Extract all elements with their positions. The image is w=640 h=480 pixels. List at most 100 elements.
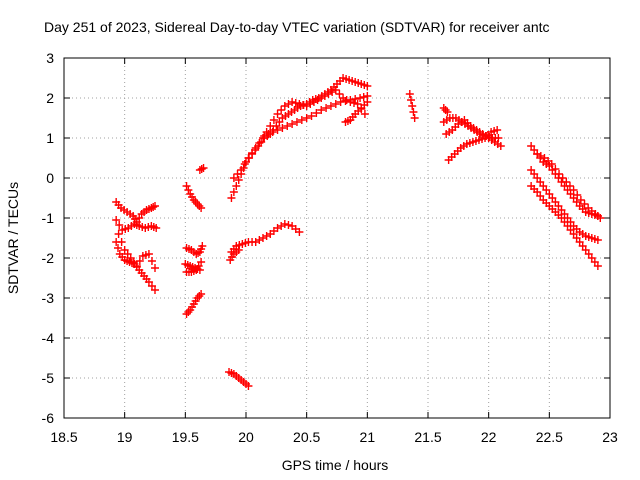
data-point [234,176,243,184]
data-point [295,228,304,236]
data-point [283,122,292,130]
y-tick-label: -3 [42,290,55,306]
data-point [284,221,293,229]
data-point [356,94,365,102]
data-point [273,110,282,118]
chart-title: Day 251 of 2023, Sidereal Day-to-day VTE… [44,19,550,35]
x-tick-label: 19.5 [172,429,199,445]
data-point [284,100,293,108]
data-point [233,170,242,178]
series-t20 [442,116,505,150]
data-point [195,202,204,210]
data-point [251,144,260,152]
series-t16 [260,92,372,140]
series-t22 [439,104,452,116]
data-point [113,244,122,252]
data-point [573,191,582,199]
data-point [335,90,344,98]
data-point [277,106,286,114]
data-point [251,238,260,246]
data-point [312,109,321,117]
y-tick-label: 0 [46,170,54,186]
data-point [277,222,286,230]
data-point [240,160,249,168]
x-tick-label: 22 [481,429,497,445]
data-point [229,188,238,196]
data-point [297,116,306,124]
data-point [307,112,316,120]
data-point [262,232,271,240]
data-point [313,96,322,104]
data-point [195,166,204,174]
data-point [292,118,301,126]
data-point [229,174,238,182]
data-point [565,182,574,190]
series-t26 [533,150,605,222]
data-point [360,110,369,118]
data-point [135,257,144,265]
data-point [351,95,360,103]
series-t21 [444,126,502,164]
y-tick-label: -6 [42,410,55,426]
series-t17 [341,98,372,126]
data-point [359,93,368,101]
data-point [114,230,123,238]
x-tick-label: 21.5 [414,429,441,445]
data-point [341,97,350,105]
x-tick-label: 23 [602,429,618,445]
data-point [184,186,193,194]
data-point [331,86,340,94]
data-point [244,382,253,390]
data-point [280,102,289,110]
data-point [295,100,304,108]
data-point [255,236,264,244]
data-point [237,166,246,174]
y-tick-label: -2 [42,250,55,266]
data-point [439,104,448,112]
data-point [248,149,257,157]
data-point [288,98,297,106]
y-tick-label: 1 [46,130,54,146]
y-tick-label: 2 [46,90,54,106]
data-point [115,221,124,229]
data-point [596,214,605,222]
data-point [273,126,282,134]
data-point [551,165,560,173]
data-point [182,182,191,190]
data-point [336,98,345,106]
series-t2 [112,216,161,234]
series-t15 [229,86,369,182]
data-point [112,216,121,224]
data-point [149,203,158,211]
data-point [302,114,311,122]
data-point [346,96,355,104]
data-point [558,174,567,182]
grid [64,58,610,418]
data-point [409,108,418,116]
data-point [197,290,206,298]
data-point [405,90,414,98]
x-tick-label: 20 [238,429,254,445]
data-point [151,286,159,294]
y-axis-label: SDTVAR / TECUs [5,182,21,294]
data-point [268,128,277,136]
y-tick-label: -5 [42,370,55,386]
series-t3 [112,238,159,294]
y-tick-label: -1 [42,210,55,226]
data-point [227,194,236,202]
data-point [266,122,275,130]
data-point [132,262,141,270]
x-tick-label: 20.5 [293,429,320,445]
data-point [260,132,269,140]
data-point [288,120,297,128]
data-point [147,257,156,265]
y-tick-label: 3 [46,50,54,66]
data-point [441,106,450,114]
data-point [322,104,331,112]
data-point [576,196,585,204]
data-point [593,262,602,270]
plot-frame [63,57,611,419]
data-point [555,170,564,178]
data-point [326,102,335,110]
